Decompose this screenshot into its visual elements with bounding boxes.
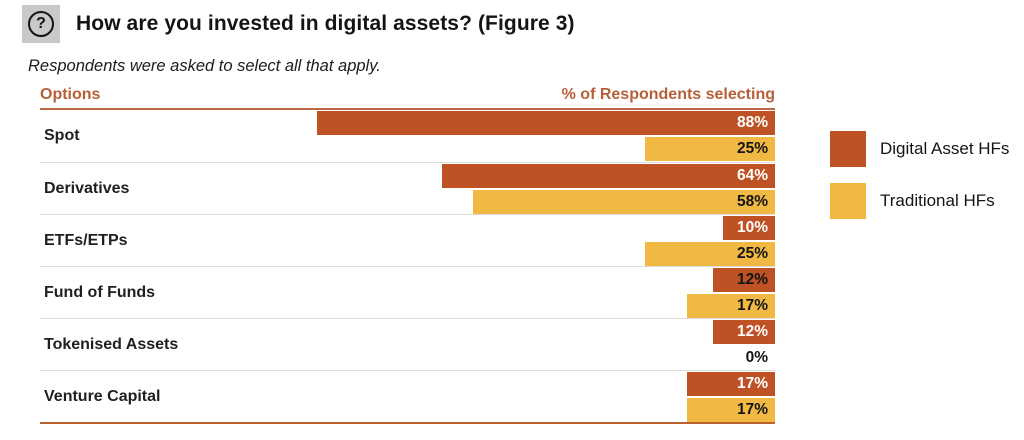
bar-value-traditional: 25% <box>736 140 768 157</box>
bar-track-traditional: 25% <box>255 137 775 161</box>
legend-label-traditional: Traditional HFs <box>880 191 995 210</box>
bar-traditional <box>686 294 775 318</box>
bar-value-digital: 64% <box>736 167 768 184</box>
bar-traditional <box>645 137 775 161</box>
figure-header: ? How are you invested in digital assets… <box>22 5 575 43</box>
category-label: ETFs/ETPs <box>44 231 128 249</box>
bar-digital <box>317 111 775 135</box>
bar-digital <box>723 216 775 240</box>
chart-column-headers: Options % of Respondents selecting <box>40 86 775 110</box>
bar-track-digital: 17% <box>255 372 775 396</box>
chart-row-spot: Spot 88% 25% <box>40 110 775 162</box>
bar-value-traditional: 17% <box>736 401 768 418</box>
bar-value-digital: 88% <box>736 114 768 131</box>
chart-rows: Spot 88% 25% Derivatives 64% 5 <box>40 110 775 424</box>
bar-track-traditional: 17% <box>255 398 775 422</box>
bar-value-digital: 10% <box>736 219 768 236</box>
options-header: Options <box>40 86 101 103</box>
question-mark-icon: ? <box>22 5 60 43</box>
chart-row-etfs: ETFs/ETPs 10% 25% <box>40 214 775 266</box>
bar-value-traditional: 58% <box>736 193 768 210</box>
chart-row-venture-capital: Venture Capital 17% 17% <box>40 370 775 422</box>
bar-value-traditional: 17% <box>736 297 768 314</box>
bar-value-digital: 12% <box>736 323 768 340</box>
legend-item-digital: Digital Asset HFs <box>830 131 1009 167</box>
figure-subtitle: Respondents were asked to select all tha… <box>28 57 381 75</box>
chart-legend: Digital Asset HFs Traditional HFs <box>830 131 1009 235</box>
bar-traditional <box>473 190 775 214</box>
chart-row-fund-of-funds: Fund of Funds 12% 17% <box>40 266 775 318</box>
bar-track-digital: 12% <box>255 268 775 292</box>
chart-row-tokenised-assets: Tokenised Assets 12% 0% <box>40 318 775 370</box>
legend-swatch-traditional <box>830 183 866 219</box>
category-label: Venture Capital <box>44 387 161 405</box>
bar-track-traditional: 25% <box>255 242 775 266</box>
bar-digital <box>442 164 775 188</box>
bar-track-digital: 64% <box>255 164 775 188</box>
category-label: Fund of Funds <box>44 283 156 301</box>
category-label: Tokenised Assets <box>44 335 179 353</box>
figure-title: How are you invested in digital assets? … <box>76 12 575 35</box>
bar-track-digital: 10% <box>255 216 775 240</box>
bar-track-digital: 12% <box>255 320 775 344</box>
respondents-header: % of Respondents selecting <box>561 86 775 103</box>
legend-label-digital: Digital Asset HFs <box>880 139 1010 158</box>
bar-value-digital: 12% <box>736 271 768 288</box>
category-label: Derivatives <box>44 179 130 197</box>
category-label: Spot <box>44 127 80 144</box>
bar-traditional <box>645 242 775 266</box>
bar-value-traditional: 25% <box>736 245 768 262</box>
question-mark-glyph: ? <box>28 11 54 37</box>
bar-digital <box>712 268 775 292</box>
bar-chart: Options % of Respondents selecting Spot … <box>40 86 775 424</box>
bar-traditional <box>686 398 775 422</box>
bar-digital <box>686 372 775 396</box>
bar-track-traditional: 0% <box>255 346 775 370</box>
legend-item-traditional: Traditional HFs <box>830 183 1009 219</box>
bar-value-digital: 17% <box>736 375 768 392</box>
legend-swatch-digital <box>830 131 866 167</box>
bar-value-traditional: 0% <box>745 349 768 366</box>
bar-track-digital: 88% <box>255 111 775 135</box>
bar-digital <box>712 320 775 344</box>
chart-row-derivatives: Derivatives 64% 58% <box>40 162 775 214</box>
bar-track-traditional: 58% <box>255 190 775 214</box>
bar-track-traditional: 17% <box>255 294 775 318</box>
